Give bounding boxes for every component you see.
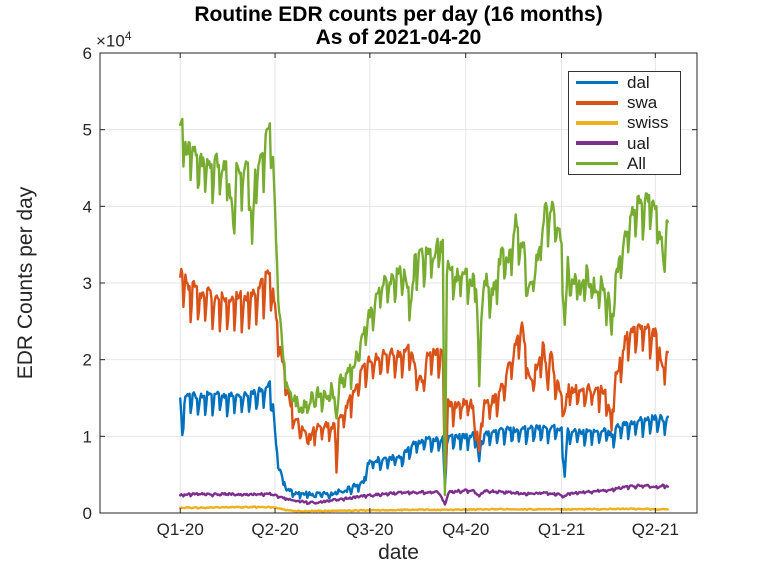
legend-entry-All: All [569, 154, 680, 173]
y-axis-multiplier-exponent: 4 [124, 29, 132, 43]
legend-entry-swiss: swiss [569, 113, 680, 132]
y-tick-label: 5 [83, 121, 92, 140]
legend-label-All: All [627, 153, 646, 173]
legend-label-swa: swa [627, 93, 658, 113]
y-tick-label: 4 [83, 197, 92, 216]
chart-title-line1: Routine EDR counts per day (16 months) [194, 3, 603, 26]
legend-label-dal: dal [627, 73, 650, 93]
y-tick-label: 1 [83, 427, 92, 446]
legend: dal swa swiss ual All [568, 71, 681, 175]
y-tick-label: 6 [83, 44, 92, 63]
y-axis-multiplier-base: ×10 [96, 31, 125, 51]
legend-entry-ual: ual [569, 134, 680, 153]
series-line-swiss [179, 505, 669, 513]
legend-entry-swa: swa [569, 93, 680, 112]
y-tick-label: 3 [83, 274, 92, 293]
x-tick-label: Q1-21 [538, 520, 585, 539]
series-group [179, 117, 669, 513]
chart-title: Routine EDR counts per day (16 months) A… [100, 3, 697, 49]
x-tick-label: Q4-20 [442, 520, 489, 539]
legend-swatch-swa [576, 101, 618, 105]
y-axis-label: EDR Counts per day [14, 186, 37, 380]
legend-swatch-ual [576, 141, 618, 145]
series-line-swa [179, 267, 669, 478]
legend-label-swiss: swiss [627, 113, 669, 133]
legend-swatch-swiss [576, 121, 618, 125]
legend-label-ual: ual [627, 133, 650, 153]
x-tick-label: Q1-20 [157, 520, 204, 539]
x-tick-label: Q3-20 [346, 520, 393, 539]
y-tick-label: 2 [83, 351, 92, 370]
x-tick-label: Q2-20 [251, 520, 298, 539]
legend-swatch-All [576, 161, 618, 166]
chart-title-line2: As of 2021-04-20 [315, 26, 482, 49]
y-axis-multiplier: ×104 [96, 29, 132, 52]
x-axis-label: date [378, 541, 419, 564]
series-line-dal [179, 380, 669, 500]
x-tick-label: Q2-21 [632, 520, 679, 539]
series-line-ual [179, 483, 669, 506]
legend-entry-dal: dal [569, 73, 680, 92]
legend-swatch-dal [576, 80, 618, 85]
y-tick-label: 0 [83, 504, 92, 523]
series-line-All [179, 117, 669, 497]
